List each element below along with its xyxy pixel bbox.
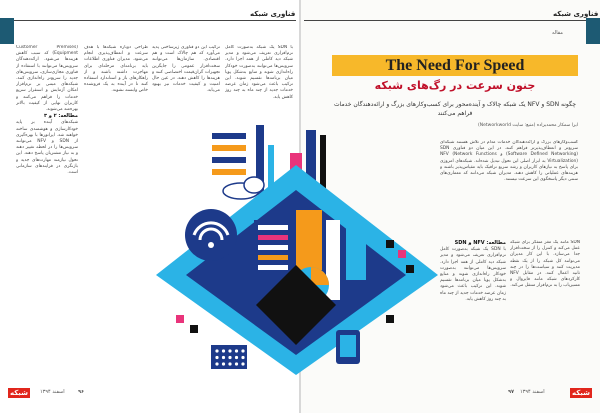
issue-label: مقاله (552, 30, 563, 36)
grid-dot (234, 362, 239, 366)
grid-dot (228, 355, 232, 360)
grid-dot (241, 349, 245, 353)
left-col3-text: ترکیب این دو فناوری زیرساختی پدید می‌آور… (152, 45, 220, 94)
right-column-2: مطالعه: NFV و SDN با SDN یک شبکه به‌صورت… (440, 240, 506, 380)
grid-dot (215, 349, 219, 353)
left-col4-text: با SDN یک شبکه به‌صورت کامل نرم‌افزاری ت… (225, 45, 293, 100)
network-isometric-illustration (156, 125, 438, 375)
right-page-number: ۹۷ (508, 389, 515, 395)
right-footer-logo: شبکه (570, 388, 592, 398)
left-footer-date: اسفند ۱۳۹۴ (40, 389, 65, 395)
grid-dot (221, 362, 226, 366)
grid-dot (241, 355, 245, 360)
right-column-1: SDN مانند یک مغز متفکر برای شبکه عمل می‌… (510, 240, 580, 380)
right-subheading: مطالعه: NFV و SDN (454, 240, 506, 246)
right-corner-bar (586, 18, 600, 44)
left-header-rule (14, 20, 296, 21)
left-section-title: فناوری شبکه (250, 10, 296, 18)
dark-diamond (256, 265, 336, 345)
grid-dot (234, 349, 239, 353)
left-column-3-top: ترکیب این دو فناوری زیرساختی پدید می‌آور… (152, 45, 220, 120)
left-footer-logo: شبکه (8, 388, 30, 398)
pixel-blocks (176, 240, 414, 333)
dot-grid (211, 345, 247, 369)
right-intro-column: کسب‌وکارهای بزرگ و ارائه‌دهندگان خدمات م… (440, 140, 578, 235)
left-column-1: (Customer Premises Equipment) که سبب کاه… (16, 45, 78, 380)
right-footer-date: اسفند ۱۳۹۴ (520, 389, 545, 395)
article-lede: چگونه SDN و NFV یک شبکه چالاک و آینده‌مح… (333, 101, 577, 117)
left-col1-text: (Customer Premises Equipment) که سبب کاه… (16, 45, 78, 113)
grid-dot (221, 349, 226, 353)
wifi-icon (185, 209, 237, 261)
server-stack (254, 210, 366, 300)
left-col1b-text: شبکه‌های آینده بر پایه خودکارسازی و هوشم… (16, 120, 78, 176)
article-title-en: The Need For Speed (385, 57, 525, 74)
left-col2-text: طراحی دوباره شبکه‌ها با هدف سرعت و انعطا… (84, 45, 148, 94)
grid-dot (228, 362, 232, 366)
grid-dot (241, 362, 245, 366)
grid-dot (234, 355, 239, 360)
grid-dot (215, 355, 219, 360)
right-col1-text: SDN مانند یک مغز متفکر برای شبکه عمل می‌… (510, 240, 580, 289)
left-subheading: مطالعه: ۲ و ۳ (43, 113, 78, 120)
left-corner-bar (0, 18, 14, 44)
right-header-rule (304, 20, 586, 21)
grid-dot (228, 349, 232, 353)
left-column-4: با SDN یک شبکه به‌صورت کامل نرم‌افزاری ت… (225, 45, 293, 215)
grid-dot (215, 362, 219, 366)
left-page-number: ۹۶ (78, 389, 85, 395)
title-banner (332, 55, 578, 76)
left-column-2: طراحی دوباره شبکه‌ها با هدف سرعت و انعطا… (84, 45, 148, 380)
grid-dot (221, 355, 226, 360)
article-title-fa: جنون سرعت در رگ‌های شبکه (374, 79, 536, 92)
cloud-icon (222, 176, 265, 200)
phone-icon (336, 330, 360, 364)
right-col2-text: با SDN یک شبکه به‌صورت کامل نرم‌افزاری ت… (440, 247, 506, 302)
right-section-title: فناوری شبکه (553, 10, 599, 18)
right-intro-text: کسب‌وکارهای بزرگ و ارائه‌دهندگان خدمات م… (440, 140, 578, 183)
article-author: ایزا سمکار محمدیزاده (منبع: سایت Network… (478, 123, 578, 128)
